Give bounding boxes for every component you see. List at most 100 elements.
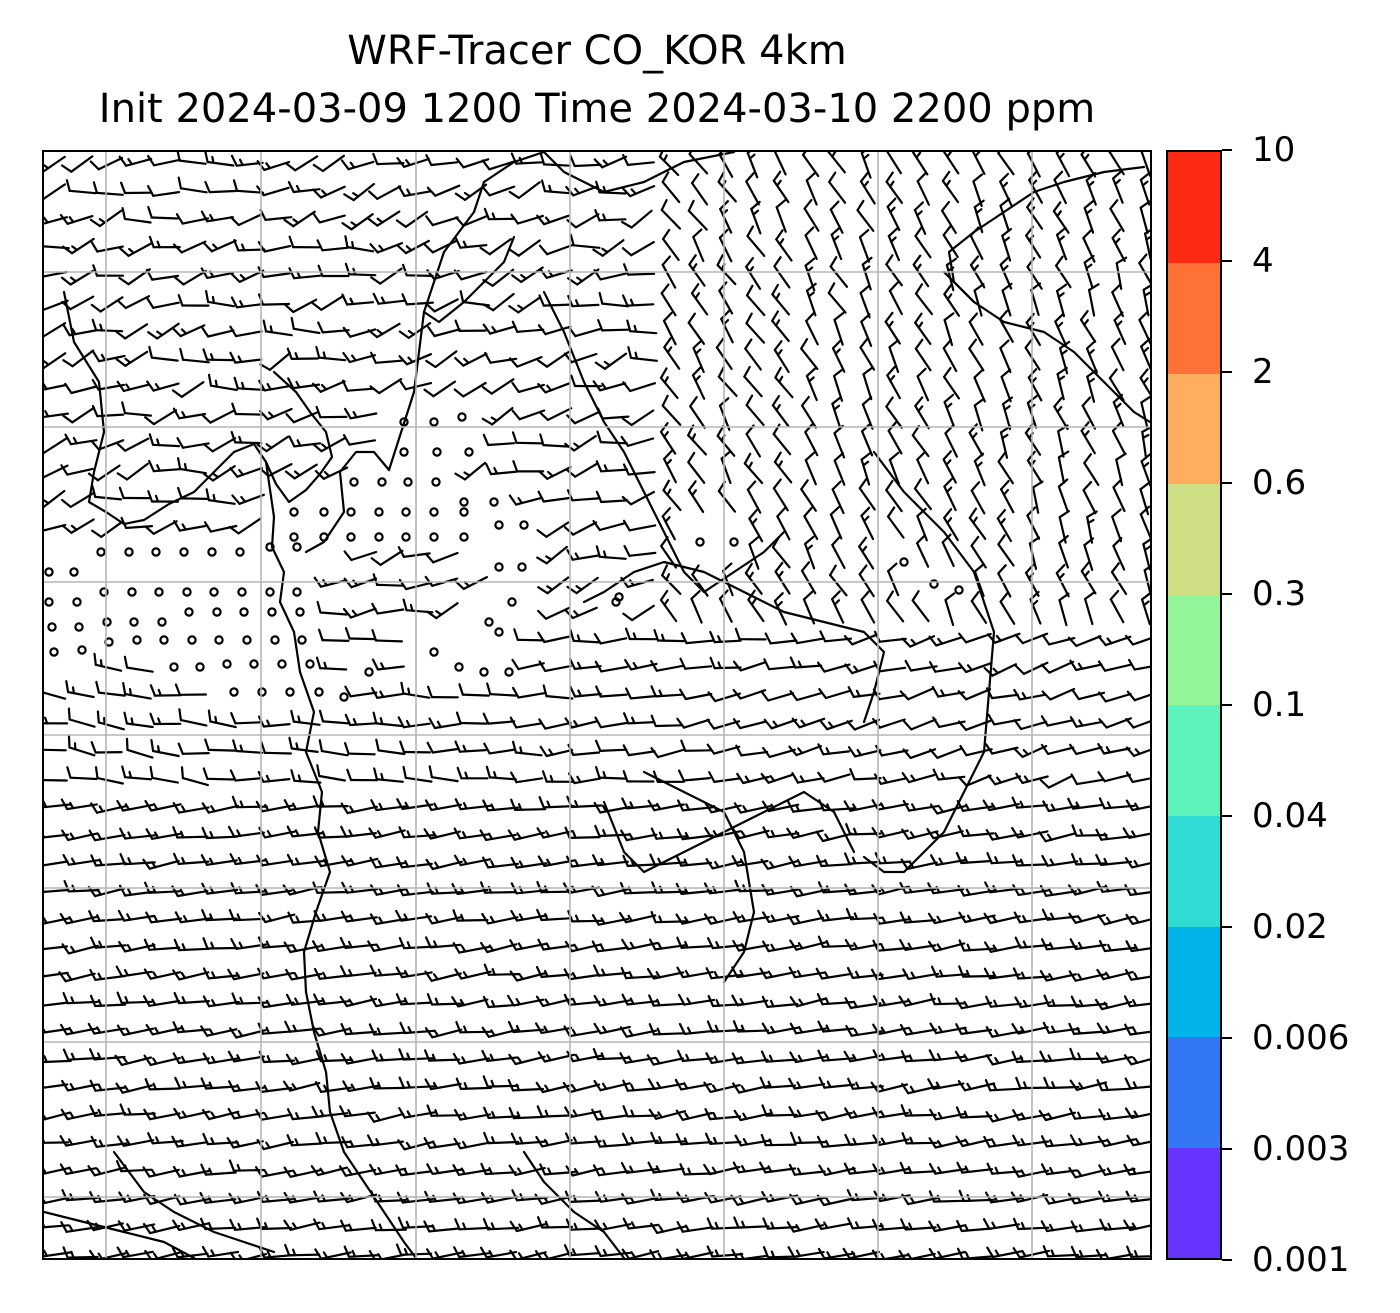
wind-barb	[312, 437, 346, 453]
wind-barb	[367, 210, 401, 227]
wind-barb	[399, 1021, 436, 1035]
coastline-layer	[44, 152, 1150, 1258]
wind-barb	[44, 382, 68, 391]
wind-barb	[563, 993, 601, 1006]
wind-barb	[1094, 998, 1133, 1011]
wind-barb	[973, 368, 986, 403]
wind-barb	[1109, 589, 1125, 624]
wind-barb	[507, 829, 546, 841]
wind-barb	[396, 856, 433, 869]
wind-barb	[914, 338, 932, 372]
wind-barb	[317, 264, 350, 278]
wind-barb	[687, 199, 708, 231]
calm-wind-circle	[182, 587, 192, 597]
calm-wind-circle	[184, 607, 194, 617]
wind-barb	[773, 152, 787, 176]
wind-barb	[627, 346, 659, 362]
wind-barb	[147, 1132, 184, 1145]
wind-barb	[227, 968, 265, 981]
wind-barb	[957, 774, 992, 787]
wind-barb	[146, 184, 181, 197]
wind-barb	[44, 888, 69, 893]
wind-barb	[997, 534, 1015, 567]
wind-barb	[423, 1220, 461, 1233]
wind-barb	[1012, 1247, 1051, 1258]
wind-barb	[708, 771, 742, 784]
wind-barb	[859, 284, 871, 319]
wind-barb	[1124, 857, 1150, 869]
wind-barb	[1125, 717, 1150, 729]
wind-barb	[116, 380, 151, 392]
wind-barb	[338, 1165, 377, 1177]
wind-barb	[748, 536, 760, 570]
wind-barb	[482, 323, 517, 335]
calm-wind-circle	[319, 507, 329, 517]
wind-barb	[621, 153, 655, 166]
wind-barb	[791, 771, 825, 784]
wind-barb	[562, 1081, 601, 1094]
wind-barb	[369, 1163, 407, 1176]
wind-barb	[1125, 913, 1150, 926]
wind-barb	[173, 938, 211, 952]
wind-barb	[592, 239, 625, 257]
wind-barb	[1014, 996, 1052, 1009]
wind-barb	[1111, 508, 1123, 543]
wind-barb	[179, 347, 210, 364]
wind-barb	[1069, 716, 1104, 728]
wind-barb	[201, 802, 240, 814]
wind-barb	[123, 711, 154, 729]
wind-barb	[1067, 797, 1105, 810]
wind-barb	[230, 296, 264, 309]
wind-barb	[481, 912, 519, 925]
wind-barb	[539, 745, 574, 758]
wind-barb	[885, 396, 903, 429]
wind-barb	[342, 607, 377, 619]
wind-barb	[115, 1082, 153, 1094]
wind-barb	[719, 200, 733, 234]
wind-barb	[508, 1106, 545, 1120]
wind-barb	[1069, 938, 1107, 951]
wind-barb	[912, 254, 930, 288]
wind-barb	[147, 490, 180, 503]
wind-barb	[745, 312, 766, 344]
wind-barb	[1040, 1135, 1078, 1148]
wind-barb	[888, 281, 903, 316]
coastline-taiwan-strait	[642, 770, 756, 984]
wind-barb	[1070, 1245, 1108, 1258]
wind-barb	[595, 490, 629, 504]
wind-barb	[621, 1193, 659, 1205]
wind-barb	[1086, 369, 1098, 403]
wind-barb	[844, 663, 879, 675]
wind-barb	[816, 1135, 854, 1149]
wind-barb	[175, 213, 210, 225]
wind-barb	[1098, 1108, 1136, 1121]
wind-barb	[372, 292, 406, 305]
wind-barb	[691, 366, 706, 400]
wind-barb	[454, 352, 488, 367]
wind-barb	[886, 197, 901, 232]
wind-barb	[205, 290, 235, 308]
wind-barb	[1000, 368, 1012, 403]
wind-barb	[620, 209, 653, 229]
wind-barb	[818, 687, 852, 700]
wind-barb	[509, 356, 543, 368]
wind-barb	[662, 449, 678, 484]
wind-barb	[485, 765, 517, 781]
coastline-china-northwest	[62, 290, 236, 526]
wind-barb	[621, 409, 655, 427]
wind-barb	[1024, 423, 1042, 456]
calm-wind-circle	[403, 477, 413, 487]
wind-barb	[845, 1024, 883, 1037]
wind-barb	[1042, 1193, 1080, 1205]
wind-barb	[999, 339, 1012, 374]
calm-wind-circle	[154, 587, 164, 597]
wind-barb	[731, 1248, 769, 1258]
wind-barb	[968, 338, 985, 372]
wind-barb	[898, 1249, 936, 1258]
wind-barb	[59, 1135, 97, 1147]
wind-barb	[398, 379, 433, 391]
calm-wind-circle	[399, 447, 409, 457]
wind-barb	[207, 373, 238, 391]
wind-barb	[1040, 660, 1075, 674]
wind-barb	[789, 689, 824, 702]
